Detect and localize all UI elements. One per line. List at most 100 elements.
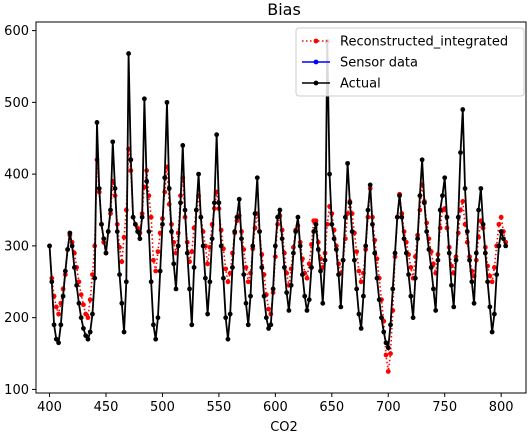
series-2-point-184 xyxy=(463,186,468,191)
series-0-point-47 xyxy=(153,269,158,274)
series-2-point-70 xyxy=(205,312,210,317)
series-2-point-122 xyxy=(323,258,328,263)
series-2-point-23 xyxy=(99,222,104,227)
series-2-point-182 xyxy=(458,150,463,155)
series-2-point-57 xyxy=(176,243,181,248)
series-2-point-88 xyxy=(246,322,251,327)
series-2-point-104 xyxy=(282,265,287,270)
series-2-point-48 xyxy=(156,315,161,320)
series-2-point-130 xyxy=(341,258,346,263)
series-2-point-118 xyxy=(314,222,319,227)
series-2-point-155 xyxy=(397,193,402,198)
series-0-point-15 xyxy=(81,302,86,307)
series-2-point-148 xyxy=(381,330,386,335)
series-2-point-125 xyxy=(329,222,334,227)
series-2-point-151 xyxy=(388,322,393,327)
series-2-point-142 xyxy=(368,183,373,188)
series-2-point-128 xyxy=(336,272,341,277)
x-tick-label-0: 400 xyxy=(37,400,62,415)
series-2-point-162 xyxy=(413,276,418,281)
x-tick-label-7: 750 xyxy=(432,400,457,415)
series-2-point-12 xyxy=(74,283,79,288)
series-0-point-160 xyxy=(408,265,413,270)
series-0-point-149 xyxy=(384,353,389,358)
series-0-point-45 xyxy=(149,215,154,220)
series-0-point-199 xyxy=(497,222,502,227)
series-2-point-191 xyxy=(478,186,483,191)
series-2-point-19 xyxy=(90,312,95,317)
series-2-point-170 xyxy=(431,287,436,292)
series-2-point-7 xyxy=(63,269,68,274)
series-2-point-160 xyxy=(408,294,413,299)
series-0-point-151 xyxy=(388,351,393,356)
series-2-point-20 xyxy=(92,276,97,281)
series-2-point-150 xyxy=(386,345,391,350)
series-2-point-43 xyxy=(144,179,149,184)
series-2-point-189 xyxy=(474,251,479,256)
series-2-point-192 xyxy=(481,222,486,227)
series-2-point-26 xyxy=(106,229,111,234)
legend-entry-2: Actual xyxy=(340,77,381,92)
series-2-point-84 xyxy=(237,197,242,202)
x-tick-label-4: 600 xyxy=(263,400,288,415)
series-0-point-196 xyxy=(490,279,495,284)
series-2-point-50 xyxy=(160,222,165,227)
series-2-point-110 xyxy=(296,215,301,220)
legend-marker-0 xyxy=(314,39,319,44)
series-2-point-17 xyxy=(86,337,91,342)
series-2-point-126 xyxy=(332,236,337,241)
y-tick-label-0: 100 xyxy=(4,383,29,398)
x-tick-label-5: 650 xyxy=(319,400,344,415)
series-2-point-175 xyxy=(442,175,447,180)
series-2-point-56 xyxy=(174,287,179,292)
series-2-point-90 xyxy=(250,243,255,248)
series-2-point-29 xyxy=(113,186,118,191)
series-2-point-137 xyxy=(357,312,362,317)
series-2-point-14 xyxy=(79,315,84,320)
series-2-point-157 xyxy=(402,236,407,241)
series-2-point-86 xyxy=(241,272,246,277)
series-2-point-172 xyxy=(436,258,441,263)
series-2-point-73 xyxy=(212,200,217,205)
series-0-point-48 xyxy=(156,249,161,254)
series-2-point-168 xyxy=(427,247,432,252)
series-2-point-196 xyxy=(490,330,495,335)
series-2-point-154 xyxy=(395,215,400,220)
series-2-point-0 xyxy=(47,243,52,248)
series-0-point-200 xyxy=(499,215,504,220)
series-2-point-134 xyxy=(350,229,355,234)
series-2-point-163 xyxy=(415,236,420,241)
series-2-point-95 xyxy=(262,294,267,299)
series-0-point-197 xyxy=(492,265,497,270)
series-2-point-166 xyxy=(422,200,427,205)
series-2-point-76 xyxy=(219,243,224,248)
series-2-point-178 xyxy=(449,283,454,288)
series-2-point-174 xyxy=(440,193,445,198)
series-2-point-66 xyxy=(196,172,201,177)
series-2-point-199 xyxy=(497,243,502,248)
series-2-point-149 xyxy=(384,340,389,345)
series-2-point-80 xyxy=(228,312,233,317)
series-2-point-61 xyxy=(185,251,190,256)
series-2-point-124 xyxy=(327,172,332,177)
series-2-point-55 xyxy=(171,261,176,266)
series-2-point-1 xyxy=(49,279,54,284)
series-2-point-58 xyxy=(178,200,183,205)
x-tick-label-6: 700 xyxy=(376,400,401,415)
series-2-point-138 xyxy=(359,326,364,331)
series-2-point-68 xyxy=(201,243,206,248)
series-2-point-69 xyxy=(203,276,208,281)
series-0-point-33 xyxy=(122,235,127,240)
series-2-point-159 xyxy=(406,272,411,277)
series-2-point-114 xyxy=(305,308,310,313)
series-0-point-32 xyxy=(119,259,124,264)
series-0-point-14 xyxy=(79,292,84,297)
series-2-point-169 xyxy=(429,265,434,270)
series-0-point-17 xyxy=(86,315,91,320)
series-2-point-98 xyxy=(268,322,273,327)
series-2-point-89 xyxy=(248,294,253,299)
series-2-point-42 xyxy=(142,96,147,101)
series-2-point-105 xyxy=(284,290,289,295)
series-2-point-41 xyxy=(140,215,145,220)
series-2-point-102 xyxy=(277,208,282,213)
